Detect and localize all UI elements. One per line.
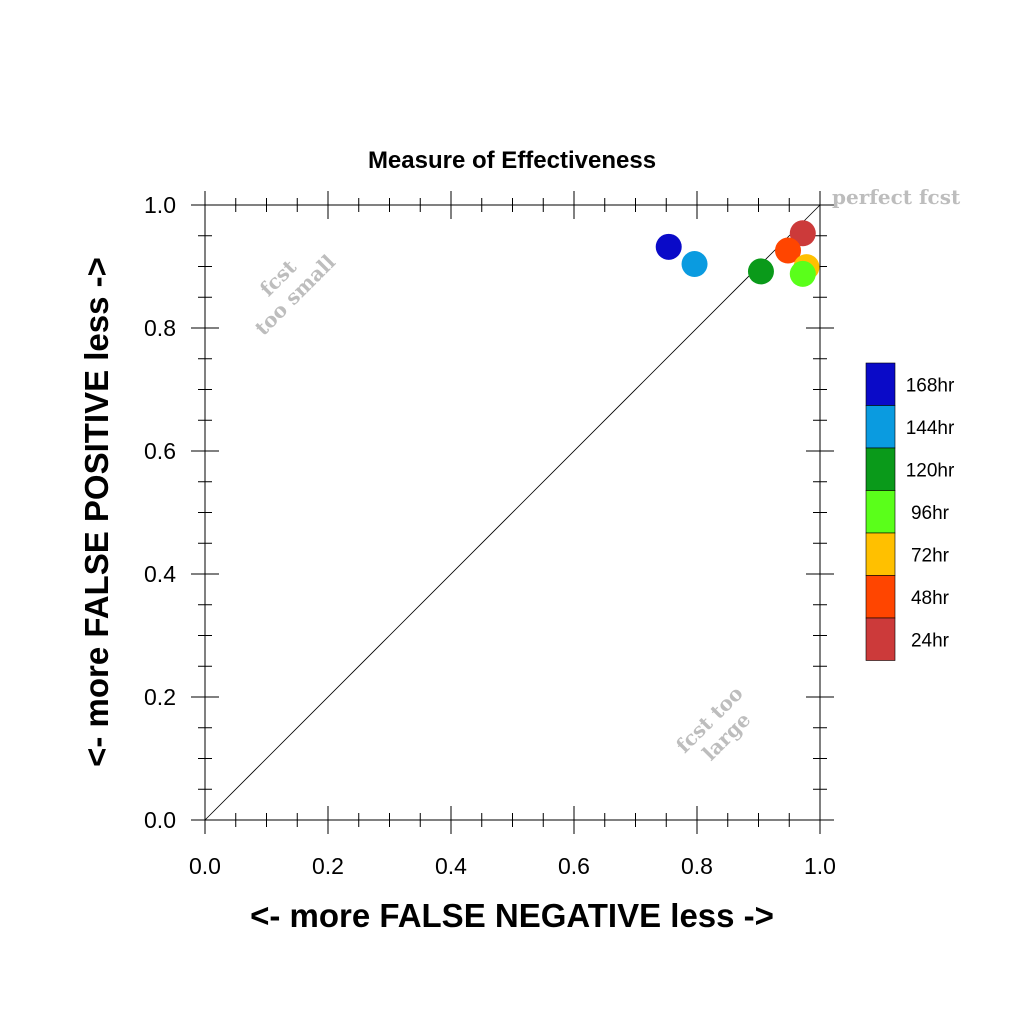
y-axis-label: <- more FALSE POSITIVE less -> [78,257,115,767]
perfect-fcst-annotation: perfect fcst [832,185,961,209]
legend-swatch-72hr [865,532,896,576]
annotation-group: perfect fcst fcst too small fcst too lar… [250,185,961,765]
data-point-168hr [655,233,682,260]
legend-swatch-120hr [865,447,896,491]
x-tick-label: 0.2 [312,853,344,879]
chart-title: Measure of Effectiveness [368,147,656,174]
x-axis-label: <- more FALSE NEGATIVE less -> [250,897,774,934]
x-tick-label: 0.6 [558,853,590,879]
legend-label-72hr: 72hr [911,545,950,566]
reference-line-group [204,204,821,821]
x-tick-label: 0.4 [435,853,467,879]
data-points [655,220,820,287]
x-tick-label: 0.0 [189,853,221,879]
legend-swatch-96hr [865,490,896,534]
y-tick-label: 0.8 [144,315,176,341]
data-point-24hr [789,220,816,247]
legend-label-48hr: 48hr [911,588,950,609]
plot-axes: 0.0 0.2 0.4 0.6 0.8 1.0 0.0 0.2 0.4 0.6 0.8 1.0 [144,191,836,879]
legend-label-144hr: 144hr [906,418,955,439]
data-point-96hr [789,260,816,287]
y-tick-label: 1.0 [144,192,176,218]
x-tick-label: 0.8 [681,853,713,879]
legend-label-96hr: 96hr [911,503,950,524]
x-tick-label: 1.0 [804,853,836,879]
data-point-48hr [775,237,802,264]
legend-swatch-24hr [865,617,896,661]
legend-label-168hr: 168hr [906,375,955,396]
legend: 168hr 144hr 120hr 96hr 72hr 48hr 24hr [865,362,955,661]
y-tick-label: 0.0 [144,807,176,833]
legend-swatch-144hr [865,405,896,449]
legend-swatch-168hr [865,362,896,406]
y-tick-label: 0.4 [144,561,176,587]
legend-label-120hr: 120hr [906,460,955,481]
legend-label-24hr: 24hr [911,630,950,651]
data-point-144hr [681,251,708,278]
reference-line [204,204,821,821]
too-small-annotation-line2: too small [250,250,340,340]
data-point-120hr [747,258,774,285]
y-tick-label: 0.2 [144,684,176,710]
y-tick-label: 0.6 [144,438,176,464]
legend-swatch-48hr [865,575,896,619]
